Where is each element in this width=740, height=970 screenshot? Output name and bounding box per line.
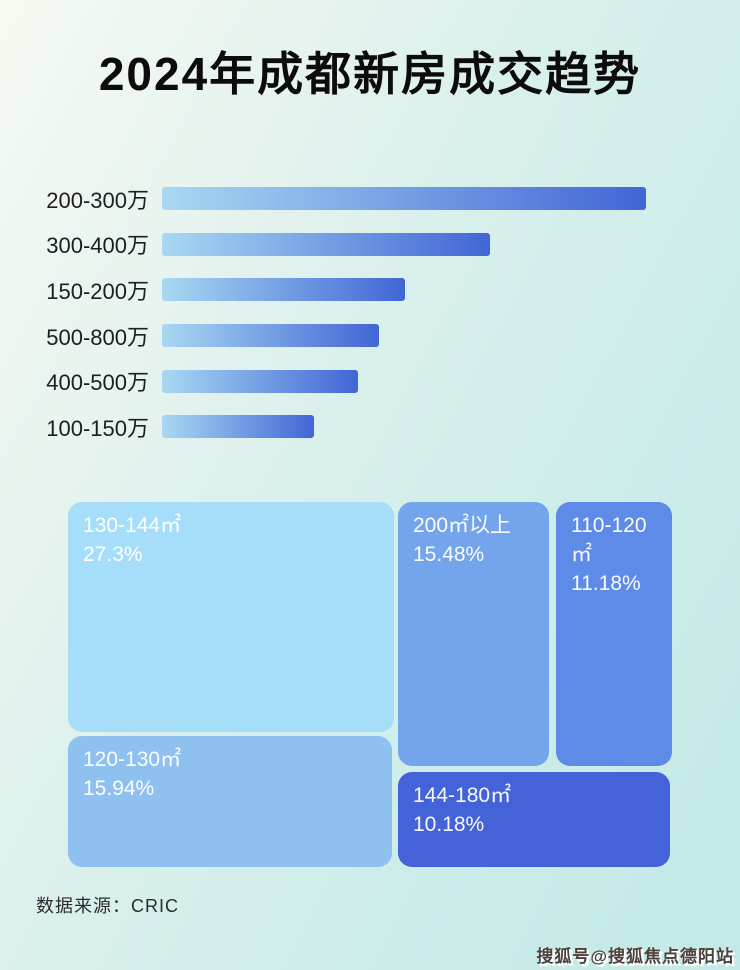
treemap-block-percent: 27.3% [83,543,143,566]
price-range-bar-chart: 200-300万 300-400万 150-200万 500-800万 400-500万… [0,176,740,450]
bar-row: 200-300万 [0,176,740,222]
bar-category-label: 500-800万 [46,324,149,350]
treemap-block: 144-180㎡ 10.18% [398,772,670,867]
treemap-block-percent: 15.48% [413,543,485,566]
bar-category-label: 200-300万 [46,187,149,213]
treemap-block: 120-130㎡ 15.94% [68,736,392,867]
treemap-block: 130-144㎡ 27.3% [68,502,394,732]
data-source-label: 数据来源：CRIC [36,896,179,916]
bar-row: 100-150万 [0,404,740,450]
treemap-block-label: 144-180㎡ [413,784,512,807]
treemap-block-percent: 15.94% [83,777,155,800]
bar [162,278,405,302]
bar-row: 150-200万 [0,267,740,313]
treemap-block-percent: 11.18% [571,572,641,595]
treemap-block-percent: 10.18% [413,813,485,836]
treemap-block-label: 130-144㎡ [83,514,182,537]
bar [162,415,314,439]
treemap-block-label: 110-120㎡ [571,514,647,566]
bar [162,324,379,348]
bar-category-label: 150-200万 [46,278,149,304]
bar [162,232,490,256]
bar-row: 300-400万 [0,222,740,268]
treemap-block: 110-120㎡ 11.18% [556,502,672,766]
bar-row: 500-800万 [0,313,740,359]
bar [162,187,646,211]
bar [162,369,358,393]
treemap-block-label: 200㎡以上 [413,514,512,537]
bar-category-label: 400-500万 [46,370,149,396]
bar-row: 400-500万 [0,358,740,404]
treemap-block: 200㎡以上 15.48% [398,502,549,766]
bar-category-label: 300-400万 [46,233,149,259]
bar-category-label: 100-150万 [46,415,149,441]
treemap-block-label: 120-130㎡ [83,748,182,771]
watermark-label: 搜狐号@搜狐焦点德阳站 [536,947,734,966]
page-title: 2024年成都新房成交趋势 [98,48,642,100]
